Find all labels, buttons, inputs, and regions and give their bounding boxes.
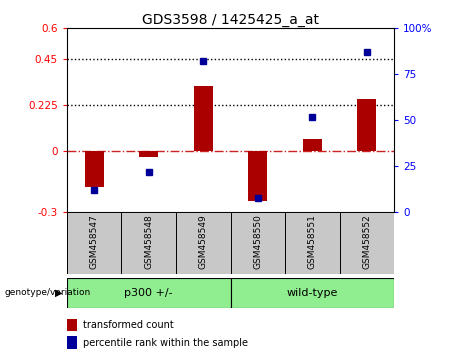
Bar (67, 336, 77, 349)
Text: transformed count: transformed count (83, 320, 174, 330)
Text: wild-type: wild-type (287, 288, 338, 298)
Bar (230, 278, 394, 308)
Bar (67, 278, 230, 308)
Text: GSM458547: GSM458547 (89, 214, 99, 269)
Text: GSM458551: GSM458551 (308, 214, 317, 269)
Text: ▶: ▶ (55, 288, 62, 298)
Bar (139, 151, 158, 157)
Text: percentile rank within the sample: percentile rank within the sample (83, 338, 248, 348)
Bar (84, 151, 104, 187)
Bar (248, 151, 267, 201)
Text: GSM458548: GSM458548 (144, 214, 153, 269)
Bar (303, 139, 322, 151)
Title: GDS3598 / 1425425_a_at: GDS3598 / 1425425_a_at (142, 13, 319, 27)
Text: GSM458552: GSM458552 (362, 214, 372, 269)
Text: GSM458550: GSM458550 (253, 214, 262, 269)
Text: genotype/variation: genotype/variation (5, 289, 91, 297)
Text: GSM458549: GSM458549 (199, 214, 208, 269)
Bar (357, 99, 377, 151)
Bar (67, 319, 77, 331)
Text: p300 +/-: p300 +/- (124, 288, 173, 298)
Bar (194, 86, 213, 151)
